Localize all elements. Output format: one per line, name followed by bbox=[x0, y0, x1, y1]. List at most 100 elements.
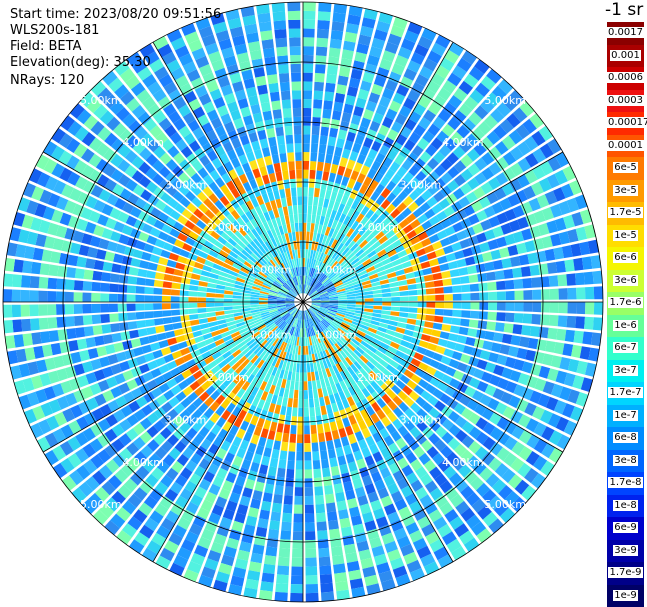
ray-gate bbox=[314, 250, 319, 260]
ray-gate bbox=[345, 285, 354, 291]
ray-gate bbox=[359, 25, 374, 38]
ray-gate bbox=[254, 278, 264, 285]
ray-gate bbox=[402, 354, 414, 363]
ray-gate bbox=[147, 194, 160, 206]
ray-gate bbox=[257, 324, 266, 331]
ray-gate bbox=[116, 530, 132, 545]
ray-gate bbox=[58, 133, 73, 149]
ray-gate bbox=[343, 280, 353, 286]
ray-gate bbox=[392, 336, 402, 345]
ray-gate bbox=[373, 75, 387, 88]
ray-gate bbox=[436, 229, 448, 240]
ray-gate bbox=[372, 313, 382, 318]
ray-gate bbox=[310, 424, 317, 435]
ray-gate bbox=[298, 258, 301, 267]
ray-gate bbox=[35, 389, 48, 404]
ray-gate bbox=[160, 414, 172, 426]
ray-gate bbox=[305, 557, 317, 567]
ray-gate bbox=[552, 187, 566, 202]
ray-gate bbox=[277, 180, 284, 190]
ray-gate bbox=[135, 286, 145, 294]
ray-gate bbox=[571, 344, 582, 359]
ray-gate bbox=[418, 362, 429, 372]
ray-gate bbox=[447, 72, 462, 87]
ray-gate bbox=[541, 235, 553, 249]
ray-gate bbox=[244, 234, 253, 243]
ray-gate bbox=[278, 290, 288, 295]
azimuth-line bbox=[152, 41, 304, 303]
ray-gate bbox=[250, 103, 261, 115]
ray-gate bbox=[111, 423, 125, 437]
ray-gate bbox=[458, 196, 471, 208]
ray-gate bbox=[481, 152, 495, 166]
ray-gate bbox=[315, 324, 321, 334]
ray-gate bbox=[311, 305, 320, 309]
ray-gate bbox=[102, 261, 113, 272]
ray-gate bbox=[361, 17, 376, 29]
ray-gate bbox=[236, 321, 246, 328]
ray-gate bbox=[496, 447, 510, 462]
ray-gate bbox=[525, 153, 539, 168]
ray-gate bbox=[312, 326, 318, 335]
ray-gate bbox=[331, 276, 340, 283]
ray-gate bbox=[39, 263, 50, 276]
ray-gate bbox=[278, 414, 286, 424]
ray-gate bbox=[215, 311, 225, 316]
ray-gate bbox=[86, 397, 99, 411]
ray-gate bbox=[179, 82, 193, 96]
ray-gate bbox=[448, 95, 463, 109]
ray-gate bbox=[334, 92, 346, 104]
ray-gate bbox=[292, 363, 297, 373]
ray-gate bbox=[513, 278, 524, 289]
ray-gate bbox=[368, 424, 378, 435]
ray-gate bbox=[291, 308, 298, 316]
ray-gate bbox=[395, 113, 408, 126]
ray-gate bbox=[271, 269, 280, 277]
ray-gate bbox=[549, 302, 559, 313]
ray-gate bbox=[323, 198, 330, 208]
ray-gate bbox=[521, 228, 533, 241]
ray-gate bbox=[434, 473, 448, 487]
ray-gate bbox=[318, 197, 324, 207]
ray-gate bbox=[553, 342, 565, 355]
ray-gate bbox=[182, 447, 195, 459]
ray-gate bbox=[255, 369, 264, 379]
ray-gate bbox=[221, 388, 231, 398]
ray-gate bbox=[216, 383, 227, 394]
ray-gate bbox=[343, 444, 353, 455]
colorbar-label: 1e-8 bbox=[613, 499, 638, 511]
ray-gate bbox=[101, 272, 111, 282]
ray-gate bbox=[133, 219, 145, 231]
ray-gate bbox=[362, 511, 374, 523]
ray-gate bbox=[291, 81, 301, 91]
ray-gate bbox=[460, 507, 476, 522]
ray-gate bbox=[107, 354, 119, 365]
ray-gate bbox=[427, 342, 438, 352]
ray-gate bbox=[76, 256, 87, 268]
ray-gate bbox=[222, 377, 233, 388]
ray-gate bbox=[282, 206, 289, 216]
ray-gate bbox=[103, 163, 117, 178]
ray-gate bbox=[341, 176, 350, 187]
ray-gate bbox=[303, 390, 309, 400]
ray-gate bbox=[222, 335, 233, 343]
ray-gate bbox=[425, 227, 436, 237]
ray-gate bbox=[315, 233, 321, 243]
ray-gate bbox=[68, 420, 82, 435]
ray-gate bbox=[487, 311, 497, 321]
ray-gate bbox=[373, 302, 383, 306]
ray-gate bbox=[275, 329, 283, 338]
ray-gate bbox=[319, 292, 329, 297]
ray-gate bbox=[412, 537, 428, 551]
ray-gate bbox=[335, 491, 346, 503]
ray-gate bbox=[484, 384, 497, 397]
ray-gate bbox=[113, 253, 124, 264]
ray-gate bbox=[308, 308, 315, 316]
ray-gate bbox=[208, 249, 219, 258]
ray-gate bbox=[151, 246, 163, 256]
ray-gate bbox=[299, 372, 303, 382]
ray-gate bbox=[159, 496, 174, 510]
ray-gate bbox=[290, 592, 303, 602]
ray-gate bbox=[188, 98, 201, 111]
ray-gate bbox=[312, 344, 317, 354]
